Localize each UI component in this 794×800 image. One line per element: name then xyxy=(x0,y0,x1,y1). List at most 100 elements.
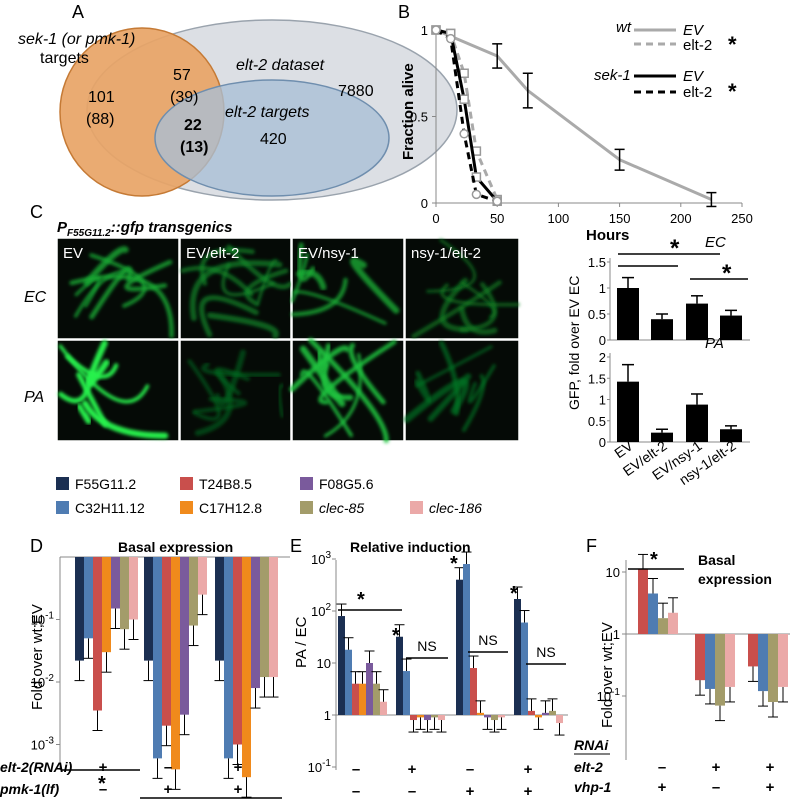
worm-shape xyxy=(244,268,289,306)
worm-shape xyxy=(198,295,259,338)
e-ytick-label: 1 xyxy=(324,708,331,723)
venn-left-big-paren: (39) xyxy=(170,89,198,106)
gfp-chart-pa-label: PA xyxy=(705,335,724,352)
surv-point xyxy=(459,68,469,78)
legend-swatch xyxy=(56,477,69,490)
micrograph-1-0 xyxy=(56,339,180,442)
gfp-col-label: EV xyxy=(63,245,83,262)
bar-f55g11-2 xyxy=(144,557,153,661)
legend-label: clec-85 xyxy=(319,500,364,516)
worm-shape xyxy=(214,349,246,407)
worm-shape xyxy=(316,343,332,373)
bar-c32h11-12 xyxy=(84,557,93,639)
venn-inner-only: 420 xyxy=(260,131,287,148)
worm-shape xyxy=(289,345,350,392)
worm-shape xyxy=(323,352,363,438)
venn-big-only: 7880 xyxy=(338,83,374,100)
f-row-value: – xyxy=(658,759,666,776)
bar-c32h11-12 xyxy=(224,557,233,759)
e-row-value: – xyxy=(352,761,360,778)
e-ns-label: NS xyxy=(417,638,436,654)
d-row-value: + xyxy=(164,781,173,798)
panel-c: C PF55G11.2::gfp transgenics EC PA EV EV/… xyxy=(24,202,520,444)
bar-t24b8-5 xyxy=(748,634,758,667)
e-sig-star: * xyxy=(357,589,365,611)
venn-triple-paren: (13) xyxy=(180,139,208,156)
surv-xtick-label: 100 xyxy=(548,211,570,226)
surv-legend-wt-elt2: elt-2 xyxy=(683,37,712,54)
gfp-col-label: EV/nsy-1 xyxy=(298,245,359,262)
gfp-sig-star: * xyxy=(670,235,680,262)
surv-point xyxy=(445,33,456,44)
legend-label: F55G11.2 xyxy=(75,476,136,492)
panel-d: D Basal expression Fold over wt;EV 10-1 1… xyxy=(0,536,290,799)
surv-point xyxy=(459,129,469,139)
e-ytick-label: 102 xyxy=(311,602,331,619)
e-row-value: – xyxy=(352,783,360,800)
surv-legend-sek1-ev: EV xyxy=(683,68,705,85)
e-row-value: – xyxy=(466,761,474,778)
venn-triple: 22 xyxy=(184,117,202,134)
bar-f55g11-2 xyxy=(75,557,84,661)
surv-legend-sek1-elt2: elt-2 xyxy=(683,84,712,101)
e-sig-star: * xyxy=(510,583,518,605)
bar-t24b8-5 xyxy=(410,715,417,721)
venn-left-title-1: sek-1 (or pmk-1) xyxy=(18,31,135,48)
surv-point xyxy=(431,25,441,35)
worm-shape xyxy=(69,274,174,339)
venn-left-title-2: targets xyxy=(40,50,89,67)
surv-legend-wt-star: * xyxy=(728,32,737,57)
worm-shape xyxy=(81,400,169,439)
e-row-value: + xyxy=(524,761,533,778)
surv-ylabel: Fraction alive xyxy=(400,63,417,160)
surv-xtick-label: 200 xyxy=(670,211,692,226)
bar-clec-186 xyxy=(556,715,563,724)
surv-ytick-label: 0.5 xyxy=(410,110,428,125)
bar-clec-85 xyxy=(431,715,438,718)
legend-swatch xyxy=(410,501,423,514)
e-ns-label: NS xyxy=(536,644,555,660)
micrograph-grid: EV EV/elt-2 EV/nsy-1 nsy-1/elt-2 xyxy=(56,237,520,444)
gfp-bar xyxy=(617,381,639,442)
worm-shape xyxy=(461,374,486,432)
bar-clec-85 xyxy=(658,618,668,634)
panel-letter-b: B xyxy=(398,2,410,22)
bar-clec-186 xyxy=(269,557,278,678)
gfp-row-label-ec: EC xyxy=(24,289,47,306)
gfp-ytick: 0 xyxy=(599,333,606,348)
worm-shape xyxy=(411,280,502,339)
d-row-value: + xyxy=(99,759,108,776)
e-row-value: + xyxy=(408,761,417,778)
e-sig-star: * xyxy=(450,553,458,575)
d-ylabel: Fold over wt;EV xyxy=(29,604,46,710)
gfp-ytick: 1 xyxy=(599,281,606,296)
surv-ytick-label: 0 xyxy=(421,196,428,211)
f-ytick-label: 1 xyxy=(613,627,620,642)
gfp-col-label: EV/elt-2 xyxy=(186,245,239,262)
bar-f08g5-6 xyxy=(484,715,491,718)
bar-f55g11-2 xyxy=(514,599,521,715)
d-ytick-label: 10-2 xyxy=(31,673,55,690)
gfp-ytick: 1.5 xyxy=(588,255,606,270)
worm-shape xyxy=(89,253,147,308)
e-row-value: – xyxy=(408,783,416,800)
f-row-value: + xyxy=(766,779,775,796)
bar-t24b8-5 xyxy=(528,710,535,715)
bar-c17h12-8 xyxy=(535,715,542,718)
f-row-label: elt-2 xyxy=(574,759,603,775)
panel-letter-d: D xyxy=(30,536,43,556)
bar-f08g5-6 xyxy=(111,557,120,609)
bar-clec-85 xyxy=(549,710,556,715)
worm-shape xyxy=(201,362,281,378)
surv-legend-sek1-star: * xyxy=(728,79,737,104)
venn-left-only: 101 xyxy=(88,89,115,106)
gfp-bar xyxy=(720,315,742,340)
gfp-title: PF55G11.2::gfp transgenics xyxy=(57,219,232,239)
d-row-value: – xyxy=(99,781,107,798)
worm-shape xyxy=(467,364,496,404)
legend-label: F08G5.6 xyxy=(319,476,374,492)
worm-shape xyxy=(350,257,400,314)
d-row-value: + xyxy=(234,759,243,776)
f-row-value: + xyxy=(766,759,775,776)
gfp-bar xyxy=(651,432,673,442)
